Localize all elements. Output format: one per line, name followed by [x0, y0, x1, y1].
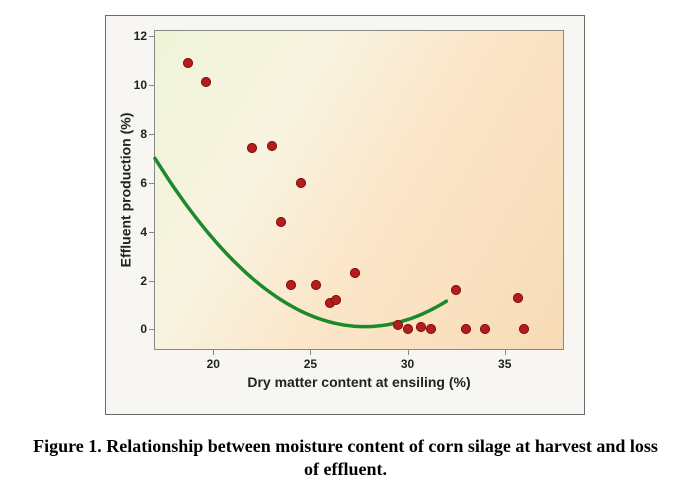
- data-point: [311, 280, 321, 290]
- x-tick-label: 35: [498, 357, 511, 371]
- data-point: [426, 324, 436, 334]
- chart-container: Effluent production (%) 0246810122025303…: [105, 15, 585, 415]
- data-point: [461, 324, 471, 334]
- x-tick: [408, 349, 409, 355]
- y-tick-label: 10: [134, 78, 147, 92]
- data-point: [416, 322, 426, 332]
- x-tick-label: 30: [401, 357, 414, 371]
- page: Effluent production (%) 0246810122025303…: [0, 0, 691, 502]
- data-point: [451, 285, 461, 295]
- x-axis-label: Dry matter content at ensiling (%): [154, 374, 564, 390]
- data-point: [247, 143, 257, 153]
- plot-area: 02468101220253035: [154, 30, 564, 350]
- figure-caption: Figure 1. Relationship between moisture …: [0, 435, 691, 480]
- y-tick-label: 12: [134, 29, 147, 43]
- data-point: [403, 324, 413, 334]
- x-tick: [213, 349, 214, 355]
- y-axis-label: Effluent production (%): [117, 113, 133, 268]
- data-point: [201, 77, 211, 87]
- data-point: [513, 293, 523, 303]
- y-tick-label: 8: [140, 127, 147, 141]
- data-point: [350, 268, 360, 278]
- data-point: [267, 141, 277, 151]
- data-point: [393, 320, 403, 330]
- data-point: [286, 280, 296, 290]
- y-axis-label-container: Effluent production (%): [118, 30, 132, 350]
- data-point: [480, 324, 490, 334]
- trend-curve: [155, 31, 563, 349]
- data-point: [519, 324, 529, 334]
- y-tick-label: 4: [140, 225, 147, 239]
- y-tick-label: 2: [140, 274, 147, 288]
- x-tick-label: 20: [207, 357, 220, 371]
- x-tick: [505, 349, 506, 355]
- x-tick-label: 25: [304, 357, 317, 371]
- data-point: [296, 178, 306, 188]
- data-point: [183, 58, 193, 68]
- x-tick: [310, 349, 311, 355]
- data-point: [331, 295, 341, 305]
- y-tick-label: 0: [140, 322, 147, 336]
- y-tick-label: 6: [140, 176, 147, 190]
- data-point: [276, 217, 286, 227]
